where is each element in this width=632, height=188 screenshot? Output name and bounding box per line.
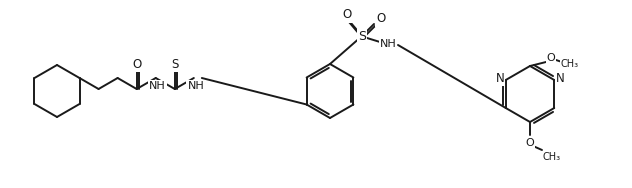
Text: O: O [547, 53, 556, 63]
Text: CH₃: CH₃ [561, 59, 579, 69]
Text: NH: NH [380, 39, 396, 49]
Text: O: O [343, 8, 351, 21]
Text: NH: NH [149, 81, 166, 91]
Text: O: O [377, 12, 386, 26]
Text: NH: NH [188, 81, 204, 91]
Text: CH₃: CH₃ [543, 152, 561, 162]
Text: N: N [495, 71, 504, 84]
Text: N: N [556, 71, 564, 84]
Text: S: S [171, 58, 178, 71]
Text: O: O [132, 58, 142, 71]
Text: O: O [526, 138, 535, 148]
Text: S: S [358, 30, 366, 42]
